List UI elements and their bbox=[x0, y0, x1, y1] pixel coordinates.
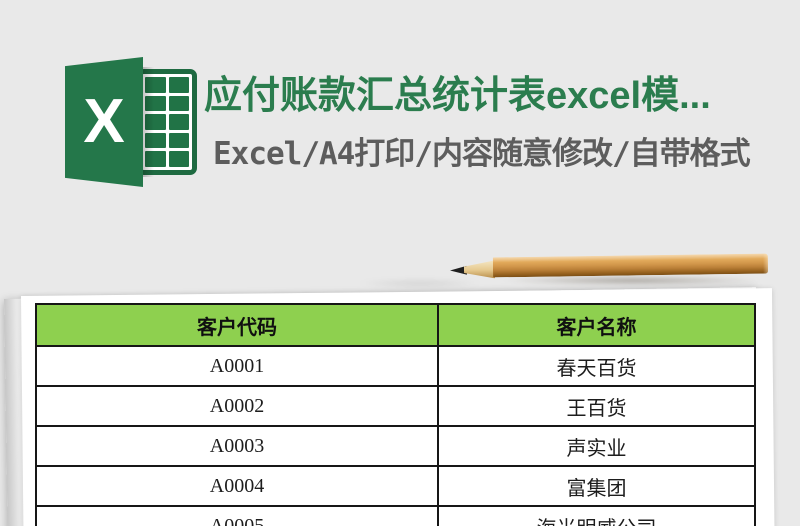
customer-name-cell: 王百货 bbox=[566, 397, 627, 420]
column-header-customer-name: 客户名称 bbox=[556, 316, 637, 339]
table-header-row: 客户代码 客户名称 bbox=[37, 305, 754, 347]
customer-code-cell: A0004 bbox=[37, 467, 439, 505]
column-header-customer-code: 客户代码 bbox=[37, 305, 439, 345]
customer-code-cell: A0001 bbox=[37, 347, 439, 385]
customer-name-cell: 声实业 bbox=[566, 437, 627, 460]
pencil-shadow bbox=[430, 274, 778, 287]
table-row: A0001 春天百货 bbox=[37, 347, 754, 387]
pencil-wood-cone bbox=[464, 260, 495, 278]
excel-logo-cover: X bbox=[65, 57, 143, 187]
table-row: A0005 海光明威公司 bbox=[37, 507, 754, 526]
customer-code-cell: A0005 bbox=[37, 507, 439, 526]
page-subtitle: Excel/A4打印/内容随意修改/自带格式 bbox=[213, 136, 751, 172]
customer-table: 客户代码 客户名称 A0001 春天百货 A0002 王百货 A0003 声实业… bbox=[35, 303, 756, 526]
excel-logo-seam-shadow bbox=[142, 67, 154, 177]
excel-logo-grid-icon bbox=[137, 69, 197, 175]
pencil-shadow-tail bbox=[318, 279, 488, 288]
customer-code-cell: A0003 bbox=[37, 427, 439, 465]
customer-code-cell: A0002 bbox=[37, 387, 439, 425]
customer-name-cell: 春天百货 bbox=[556, 357, 637, 380]
pencil-image bbox=[450, 253, 769, 282]
table-row: A0003 声实业 bbox=[37, 427, 754, 467]
table-row: A0004 富集团 bbox=[37, 467, 754, 507]
customer-name-cell: 海光明威公司 bbox=[439, 507, 754, 526]
excel-logo-letter: X bbox=[83, 87, 125, 156]
excel-logo: X bbox=[65, 57, 199, 187]
table-row: A0002 王百货 bbox=[37, 387, 754, 427]
customer-name-cell: 富集团 bbox=[566, 477, 627, 500]
pencil-body bbox=[492, 253, 769, 278]
page-title: 应付账款汇总统计表excel模... bbox=[204, 75, 711, 117]
